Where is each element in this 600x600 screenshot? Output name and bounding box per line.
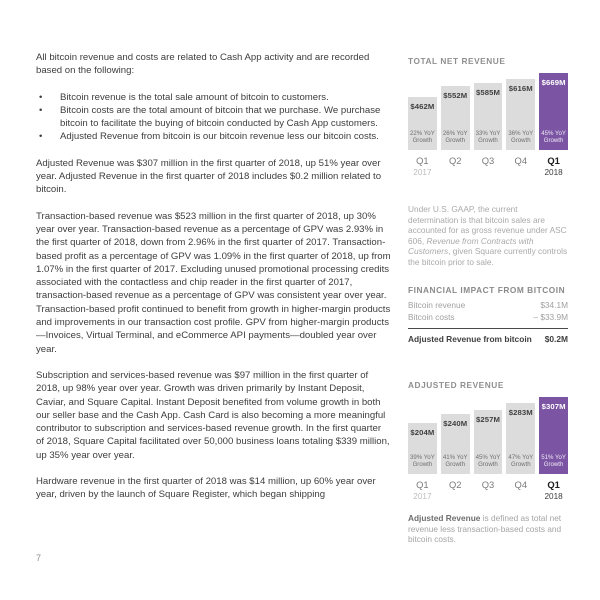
bar-value-label: $585M: [475, 88, 500, 97]
quarter-label: Q4: [514, 479, 528, 490]
page-number: 7: [36, 553, 42, 563]
x-axis-label: Q4: [506, 479, 535, 501]
row-value: $34.1M: [540, 300, 568, 310]
bar-q2: $552M 26% YoY Growth: [440, 86, 470, 150]
bullet-item-adjusted-revenue: Adjusted Revenue from bitcoin is our bit…: [36, 130, 391, 144]
row-label: Bitcoin costs: [408, 312, 455, 322]
bar-growth-label: 45% YoY Growth: [541, 129, 566, 145]
bar-value-label: $307M: [541, 402, 566, 411]
x-axis-label: Q3: [474, 155, 503, 177]
bar-q1-2018: $669M 45% YoY Growth: [539, 73, 568, 150]
bar-q3: $257M 45% YoY Growth: [473, 410, 503, 474]
quarter-label: Q3: [481, 155, 495, 166]
adjusted-revenue-note-term: Adjusted Revenue: [408, 513, 481, 523]
year-label: 2017: [413, 492, 432, 501]
paragraph-adjusted-revenue: Adjusted Revenue was $307 million in the…: [36, 157, 382, 196]
gaap-note-prefix: Under U.S. GAAP, the current determinati…: [408, 204, 567, 246]
x-axis-label: Q3: [474, 479, 503, 501]
quarter-label: Q3: [481, 479, 495, 490]
x-axis-label: Q2: [441, 479, 470, 501]
bar-growth-label: 51% YoY Growth: [541, 453, 566, 469]
year-label: 2018: [544, 168, 563, 177]
bar-value-label: $669M: [541, 78, 566, 87]
bar-q4: $283M 47% YoY Growth: [506, 403, 536, 474]
chart-x-axis: Q1 2017 Q2 Q3 Q4 Q1 2018: [408, 479, 568, 501]
gaap-note: Under U.S. GAAP, the current determinati…: [408, 204, 568, 267]
table-total-row: Adjusted Revenue from bitcoin $0.2M: [408, 328, 568, 344]
x-axis-label: Q1 2017: [408, 155, 437, 177]
x-axis-label: Q1 2018: [539, 479, 568, 501]
bar-value-label: $462M: [410, 102, 435, 111]
bar-growth-label: 47% YoY Growth: [508, 453, 534, 469]
bar-q3: $585M 33% YoY Growth: [473, 83, 503, 150]
bar-q1-2018: $307M 51% YoY Growth: [539, 397, 568, 474]
table-row: Bitcoin revenue $34.1M: [408, 299, 568, 311]
adjusted-revenue-note-text: is defined as total net revenue less tra…: [408, 513, 562, 544]
bar-q4: $616M 36% YoY Growth: [506, 79, 536, 150]
quarter-label: Q1: [416, 479, 429, 490]
quarter-label: Q2: [448, 479, 462, 490]
total-net-revenue-chart: TOTAL NET REVENUE $462M 22% YoY Growth $55…: [408, 56, 568, 177]
bar-growth-label: 41% YoY Growth: [442, 453, 468, 469]
year-label: 2018: [544, 492, 563, 501]
table-row: Bitcoin costs – $33.9M: [408, 311, 568, 323]
bar-value-label: $257M: [475, 415, 500, 424]
quarter-label: Q1: [416, 155, 429, 166]
paragraph-transaction-revenue: Transaction-based revenue was $523 milli…: [36, 210, 391, 355]
bar-growth-label: 22% YoY Growth: [410, 129, 435, 145]
x-axis-label: Q1 2018: [539, 155, 568, 177]
financial-impact-title: FINANCIAL IMPACT FROM BITCOIN: [408, 285, 566, 295]
x-axis-label: Q4: [506, 155, 535, 177]
bullet-item-bitcoin-costs: Bitcoin costs are the total amount of bi…: [36, 104, 391, 131]
bullet-item-bitcoin-revenue: Bitcoin revenue is the total sale amount…: [36, 91, 391, 105]
chart-title: ADJUSTED REVENUE: [408, 380, 504, 390]
quarter-label: Q2: [448, 155, 462, 166]
bar-q1-2017: $204M 39% YoY Growth: [408, 423, 437, 474]
bar-value-label: $616M: [508, 84, 533, 93]
adjusted-revenue-chart: ADJUSTED REVENUE $204M 39% YoY Growth $240…: [408, 380, 568, 501]
bar-growth-label: 45% YoY Growth: [475, 453, 501, 469]
quarter-label: Q1: [547, 479, 560, 490]
bullet-list: Bitcoin revenue is the total sale amount…: [36, 91, 391, 144]
chart-bars: $462M 22% YoY Growth $552M 26% YoY Growth $5…: [408, 73, 568, 150]
quarter-label: Q4: [514, 155, 528, 166]
chart-x-axis: Q1 2017 Q2 Q3 Q4 Q1 2018: [408, 155, 568, 177]
bar-q2: $240M 41% YoY Growth: [440, 414, 470, 474]
paragraph-subscription-revenue: Subscription and services-based revenue …: [36, 369, 390, 461]
gaap-note-citation: Revenue from Contracts with Customers: [408, 235, 534, 257]
body-text-column: All bitcoin revenue and costs are relate…: [36, 51, 391, 515]
bar-growth-label: 36% YoY Growth: [508, 129, 534, 145]
chart-bars: $204M 39% YoY Growth $240M 41% YoY Growth $2…: [408, 397, 568, 474]
x-axis-label: Q2: [441, 155, 470, 177]
row-label: Bitcoin revenue: [408, 300, 466, 310]
adjusted-revenue-note: Adjusted Revenue is defined as total net…: [408, 513, 568, 545]
bar-q1-2017: $462M 22% YoY Growth: [408, 97, 437, 150]
sidebar-column: TOTAL NET REVENUE $462M 22% YoY Growth $55…: [408, 56, 568, 545]
row-value: – $33.9M: [533, 312, 568, 322]
financial-impact-table: FINANCIAL IMPACT FROM BITCOIN Bitcoin re…: [408, 285, 568, 344]
total-label: Adjusted Revenue from bitcoin: [408, 334, 532, 344]
bar-growth-label: 33% YoY Growth: [475, 129, 501, 145]
bar-value-label: $552M: [443, 91, 468, 100]
paragraph-hardware-revenue: Hardware revenue in the first quarter of…: [36, 476, 376, 501]
gaap-note-suffix: , given Square currently controls the bi…: [408, 246, 568, 267]
bar-value-label: $240M: [443, 419, 468, 428]
bar-value-label: $204M: [410, 428, 435, 437]
bar-value-label: $283M: [508, 408, 533, 417]
paragraph-intro: All bitcoin revenue and costs are relate…: [36, 52, 370, 77]
chart-title: TOTAL NET REVENUE: [408, 56, 506, 66]
quarter-label: Q1: [547, 155, 560, 166]
bar-growth-label: 26% YoY Growth: [442, 129, 468, 145]
x-axis-label: Q1 2017: [408, 479, 437, 501]
bar-growth-label: 39% YoY Growth: [410, 453, 435, 469]
total-value: $0.2M: [544, 334, 568, 344]
year-label: 2017: [413, 168, 432, 177]
